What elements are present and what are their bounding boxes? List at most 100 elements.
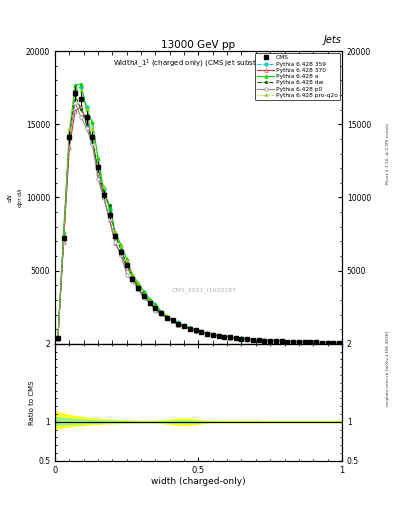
Pythia 6.428 359 [325, 339, 330, 346]
Pythia 6.428 370 [125, 265, 129, 271]
Pythia 6.428 370 [159, 310, 163, 316]
Pythia 6.428 359 [182, 323, 187, 329]
Pythia 6.428 a [141, 289, 146, 295]
Pythia 6.428 dw [199, 329, 204, 335]
Pythia 6.428 dw [211, 332, 215, 338]
Pythia 6.428 a [136, 280, 141, 286]
Pythia 6.428 pro-q2o [199, 329, 204, 335]
Pythia 6.428 p0 [251, 337, 255, 343]
Pythia 6.428 pro-q2o [141, 290, 146, 296]
Pythia 6.428 pro-q2o [337, 340, 342, 346]
Pythia 6.428 a [107, 204, 112, 210]
Pythia 6.428 370 [211, 332, 215, 338]
Pythia 6.428 pro-q2o [96, 163, 101, 169]
Pythia 6.428 a [320, 339, 324, 346]
Pythia 6.428 p0 [228, 334, 232, 340]
Pythia 6.428 dw [302, 339, 307, 345]
Pythia 6.428 370 [302, 339, 307, 345]
Pythia 6.428 359 [187, 325, 192, 331]
Pythia 6.428 a [159, 308, 163, 314]
Pythia 6.428 359 [285, 338, 290, 345]
Pythia 6.428 p0 [90, 141, 95, 147]
Pythia 6.428 dw [222, 333, 227, 339]
Pythia 6.428 pro-q2o [314, 339, 318, 346]
Pythia 6.428 370 [147, 300, 152, 306]
Pythia 6.428 a [130, 272, 135, 278]
Pythia 6.428 pro-q2o [147, 297, 152, 303]
Pythia 6.428 dw [141, 292, 146, 298]
Pythia 6.428 pro-q2o [211, 331, 215, 337]
Pythia 6.428 370 [291, 339, 296, 345]
Pythia 6.428 pro-q2o [274, 338, 278, 344]
Y-axis label: Ratio to CMS: Ratio to CMS [29, 380, 35, 424]
Pythia 6.428 dw [314, 339, 318, 346]
Pythia 6.428 370 [96, 170, 101, 176]
Pythia 6.428 a [285, 338, 290, 345]
Pythia 6.428 dw [107, 202, 112, 208]
Pythia 6.428 359 [216, 332, 221, 338]
Pythia 6.428 a [176, 320, 181, 326]
Pythia 6.428 p0 [285, 338, 290, 345]
Pythia 6.428 p0 [233, 335, 238, 342]
Pythia 6.428 dw [268, 338, 273, 344]
Pythia 6.428 370 [55, 336, 60, 342]
Pythia 6.428 370 [176, 322, 181, 328]
Pythia 6.428 pro-q2o [159, 309, 163, 315]
Pythia 6.428 p0 [268, 338, 273, 344]
Pythia 6.428 pro-q2o [256, 337, 261, 343]
Pythia 6.428 a [113, 229, 118, 236]
Pythia 6.428 a [308, 339, 313, 345]
Pythia 6.428 pro-q2o [233, 335, 238, 341]
Pythia 6.428 dw [79, 106, 83, 112]
Pythia 6.428 pro-q2o [245, 336, 250, 343]
Pythia 6.428 370 [61, 239, 66, 245]
Pythia 6.428 pro-q2o [193, 327, 198, 333]
Line: Pythia 6.428 a: Pythia 6.428 a [56, 82, 341, 345]
Pythia 6.428 a [125, 256, 129, 262]
Pythia 6.428 pro-q2o [107, 209, 112, 216]
Pythia 6.428 p0 [297, 339, 301, 345]
Pythia 6.428 dw [90, 138, 95, 144]
Pythia 6.428 a [96, 155, 101, 161]
Line: Pythia 6.428 370: Pythia 6.428 370 [56, 105, 341, 345]
Pythia 6.428 370 [141, 293, 146, 300]
Pythia 6.428 359 [279, 338, 284, 345]
Pythia 6.428 a [147, 296, 152, 302]
Pythia 6.428 370 [199, 329, 204, 335]
Pythia 6.428 dw [101, 190, 106, 197]
Pythia 6.428 359 [153, 303, 158, 309]
Pythia 6.428 359 [176, 319, 181, 326]
Pythia 6.428 p0 [199, 329, 204, 335]
Pythia 6.428 a [193, 327, 198, 333]
Pythia 6.428 370 [165, 314, 169, 321]
Pythia 6.428 pro-q2o [55, 335, 60, 342]
Pythia 6.428 p0 [84, 125, 89, 131]
Pythia 6.428 a [170, 317, 175, 323]
Pythia 6.428 359 [61, 234, 66, 240]
Pythia 6.428 p0 [165, 315, 169, 321]
Line: Pythia 6.428 p0: Pythia 6.428 p0 [56, 101, 341, 345]
Pythia 6.428 pro-q2o [130, 270, 135, 276]
Pythia 6.428 pro-q2o [73, 84, 77, 91]
Text: Jets: Jets [324, 35, 342, 45]
Pythia 6.428 p0 [73, 100, 77, 106]
Pythia 6.428 p0 [337, 340, 342, 346]
Pythia 6.428 pro-q2o [297, 339, 301, 345]
Pythia 6.428 370 [107, 217, 112, 223]
Pythia 6.428 p0 [119, 252, 123, 259]
Pythia 6.428 359 [67, 136, 72, 142]
Pythia 6.428 370 [308, 339, 313, 346]
Pythia 6.428 359 [302, 339, 307, 345]
Pythia 6.428 dw [153, 305, 158, 311]
Pythia 6.428 pro-q2o [262, 337, 267, 344]
Pythia 6.428 dw [297, 339, 301, 345]
Pythia 6.428 p0 [170, 317, 175, 324]
Pythia 6.428 a [274, 338, 278, 344]
Pythia 6.428 a [268, 337, 273, 344]
Pythia 6.428 pro-q2o [308, 339, 313, 346]
Pythia 6.428 359 [211, 331, 215, 337]
Pythia 6.428 dw [291, 339, 296, 345]
Pythia 6.428 359 [251, 337, 255, 343]
Pythia 6.428 pro-q2o [251, 336, 255, 343]
Pythia 6.428 dw [165, 314, 169, 321]
